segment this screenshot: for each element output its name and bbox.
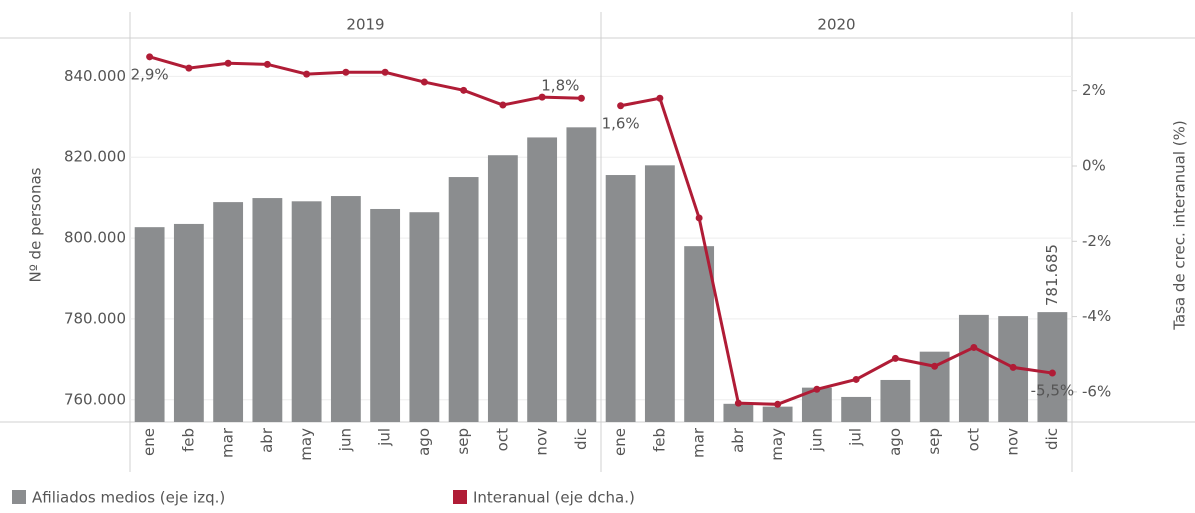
x-tick-label: ago (886, 428, 904, 456)
line-point (499, 101, 507, 109)
x-tick-label: ago (415, 428, 433, 456)
line-point (813, 385, 821, 393)
bar (1037, 312, 1068, 422)
bar (644, 165, 675, 423)
bar (880, 379, 911, 422)
legend-label: Interanual (eje dcha.) (473, 489, 635, 507)
line-value-label: 2,9% (131, 65, 169, 83)
x-tick-label: feb (179, 428, 197, 452)
x-tick-label: ene (140, 428, 158, 456)
x-tick-label: sep (925, 428, 943, 455)
bar (566, 127, 597, 422)
bar (213, 202, 244, 422)
line-point (342, 68, 350, 76)
x-tick-label: abr (258, 427, 276, 453)
legend-label: Afiliados medios (eje izq.) (32, 489, 225, 507)
bar (723, 403, 754, 422)
x-tick-label: nov (1004, 428, 1022, 456)
y2-tick-label: -2% (1082, 232, 1111, 250)
line-point (577, 94, 585, 102)
line-point (538, 93, 546, 101)
bar (958, 314, 989, 422)
x-tick-label: jul (376, 428, 394, 447)
y2-tick-label: -4% (1082, 307, 1111, 325)
x-tick-label: dic (1043, 428, 1061, 450)
line-point (303, 70, 311, 78)
bar (291, 201, 322, 422)
line-point (460, 86, 468, 94)
x-tick-label: oct (493, 428, 511, 451)
x-tick-label: jun (807, 428, 825, 452)
x-tick-label: may (297, 428, 315, 461)
line-point (931, 362, 939, 370)
bar (448, 177, 479, 422)
line (149, 55, 582, 107)
line-value-label: 1,8% (541, 77, 579, 95)
bar (841, 396, 872, 422)
line-point (695, 214, 703, 222)
bar (134, 227, 165, 422)
x-tick-label: abr (729, 427, 747, 453)
line-point (891, 354, 899, 362)
x-tick-label: ene (611, 428, 629, 456)
x-tick-label: mar (219, 427, 237, 458)
line (620, 96, 1053, 406)
line-point (734, 399, 742, 407)
x-tick-label: jun (336, 428, 354, 452)
x-tick-label: sep (454, 428, 472, 455)
bar (527, 137, 558, 422)
y-tick-label: 820.000 (64, 148, 126, 166)
line-point (656, 94, 664, 102)
bar (684, 246, 715, 422)
y-tick-label: 780.000 (64, 309, 126, 327)
legend-swatch (453, 490, 467, 504)
panel-title: 2020 (817, 16, 855, 34)
line-point (852, 375, 860, 383)
line-point (1048, 369, 1056, 377)
y-tick-label: 760.000 (64, 390, 126, 408)
line-point (146, 53, 154, 61)
bar (173, 223, 204, 422)
line-point (420, 78, 428, 86)
line-value-label: -5,5% (1031, 382, 1075, 400)
bar (370, 208, 401, 422)
line-value-label: 1,6% (602, 114, 640, 132)
y2-tick-label: -6% (1082, 382, 1111, 400)
line-point (381, 68, 389, 76)
bar (605, 175, 636, 422)
x-tick-label: nov (533, 428, 551, 456)
legend-swatch (12, 490, 26, 504)
line-point (263, 60, 271, 68)
x-tick-label: may (768, 428, 786, 461)
x-tick-label: jul (847, 428, 865, 447)
y-tick-label: 840.000 (64, 67, 126, 85)
bar-value-label: 781.685 (1043, 244, 1061, 306)
line-point (617, 102, 625, 110)
bar (487, 155, 518, 422)
x-tick-label: feb (650, 428, 668, 452)
y2-tick-label: 0% (1082, 157, 1106, 175)
line-point (774, 400, 782, 408)
bar (762, 406, 793, 422)
x-tick-label: mar (690, 427, 708, 458)
y-tick-label: 800.000 (64, 229, 126, 247)
panel-title: 2019 (346, 16, 384, 34)
bar (330, 196, 361, 422)
line-point (224, 59, 232, 67)
y2-tick-label: 2% (1082, 81, 1106, 99)
x-tick-label: dic (572, 428, 590, 450)
line-point (1009, 363, 1017, 371)
line-point (970, 343, 978, 351)
x-tick-label: oct (964, 428, 982, 451)
y-axis-label: Nº de personas (27, 167, 45, 282)
bar (252, 198, 283, 422)
bar (409, 212, 440, 422)
y2-axis-label: Tasa de crec. interanual (%) (1171, 120, 1189, 331)
line-point (185, 64, 193, 72)
